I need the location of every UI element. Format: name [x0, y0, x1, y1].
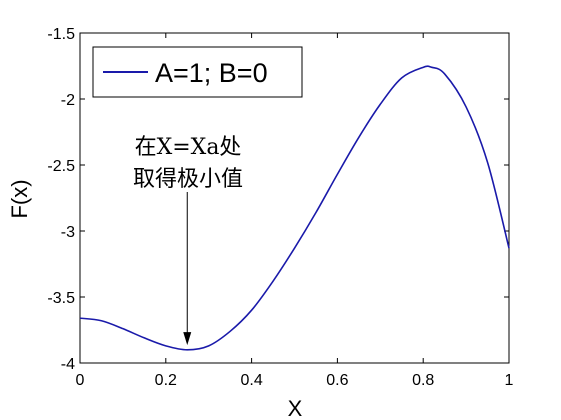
y-tick-label: -3.5: [47, 290, 75, 307]
min-annotation: 在X=Xa处 取得极小值: [133, 135, 243, 346]
x-tick-label: 0: [76, 372, 85, 389]
annotation-arrowhead: [183, 332, 192, 346]
x-axis-label: X: [288, 396, 303, 420]
x-tick-label: 0.4: [240, 372, 262, 389]
series-line: [79, 65, 510, 351]
tick-marks: [79, 32, 510, 364]
y-tick-label: -3: [61, 224, 75, 241]
x-tick-label: 1: [505, 372, 514, 389]
y-tick-label: -1.5: [47, 26, 75, 43]
tick-labels: 0 0.2 0.4 0.6 0.8 1 -4 -3.5 -3 -2.5 -2 -1.5: [47, 26, 513, 389]
annotation-line-2: 取得极小值: [133, 167, 243, 192]
x-tick-label: 0.6: [326, 372, 348, 389]
x-tick-label: 0.8: [412, 372, 434, 389]
y-axis-label: F(x): [7, 179, 32, 218]
plot-axes: [79, 32, 510, 364]
data-series: [79, 65, 510, 351]
annotation-line-1: 在X=Xa处: [135, 135, 242, 160]
legend-label: A=1; B=0: [155, 58, 268, 88]
legend: A=1; B=0: [92, 46, 303, 98]
y-tick-label: -2.5: [47, 158, 75, 175]
y-tick-label: -2: [61, 92, 75, 109]
plot-frame: [79, 32, 510, 364]
x-tick-label: 0.2: [155, 372, 177, 389]
y-tick-label: -4: [61, 356, 75, 373]
